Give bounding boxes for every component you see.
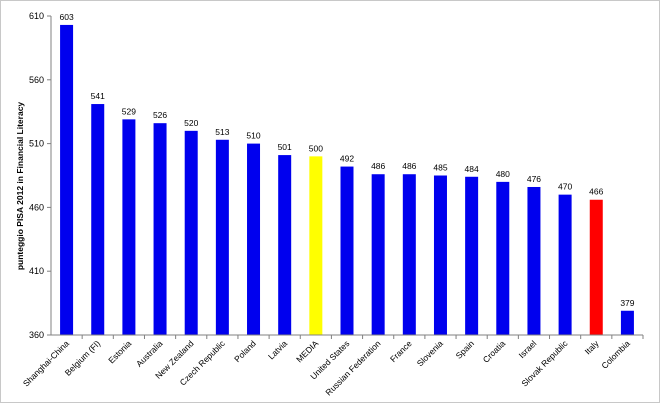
data-label: 510	[246, 131, 260, 141]
data-label: 466	[589, 187, 603, 197]
bar	[433, 175, 447, 335]
category-label: Australia	[134, 338, 165, 369]
bar	[340, 166, 354, 335]
data-label: 470	[558, 182, 572, 192]
category-label: Israel	[517, 338, 539, 360]
bar	[60, 24, 74, 335]
y-tick-label: 360	[29, 330, 44, 340]
data-label: 476	[527, 174, 541, 184]
bar	[278, 155, 292, 335]
y-tick-label: 460	[29, 202, 44, 212]
bar	[496, 181, 510, 335]
bar	[91, 104, 105, 335]
data-label: 526	[153, 110, 167, 120]
y-tick-label: 510	[29, 139, 44, 149]
data-labels: 603 541 529 526 520 513 510 501 500 492 486 486 485 4…	[59, 12, 634, 308]
y-axis-title: punteggio PISA 2012 in Financial Literac…	[15, 102, 25, 271]
category-label: Colombia	[599, 338, 632, 371]
data-label: 492	[340, 154, 354, 164]
data-label: 379	[620, 298, 634, 308]
category-label: France	[388, 338, 414, 364]
data-label: 480	[496, 169, 510, 179]
category-label: Italy	[583, 338, 602, 357]
data-label: 484	[465, 164, 479, 174]
y-tick-label: 560	[29, 75, 44, 85]
bar	[309, 156, 323, 335]
bars	[60, 24, 634, 336]
y-axis: 360 410 460 510 560 610	[29, 11, 52, 340]
data-label: 603	[59, 12, 73, 22]
category-label: MEDIA	[294, 338, 320, 364]
bar	[558, 194, 572, 335]
bar	[184, 130, 198, 335]
y-tick-label: 410	[29, 266, 44, 276]
bar	[371, 174, 385, 335]
bar	[153, 123, 167, 336]
y-tick-label: 610	[29, 11, 44, 21]
bar	[527, 186, 541, 335]
category-label: Slovenia	[415, 338, 445, 368]
bar	[122, 119, 136, 335]
category-label: Poland	[232, 338, 258, 364]
data-label: 486	[371, 161, 385, 171]
bar	[620, 310, 634, 335]
data-label: 486	[402, 161, 416, 171]
category-label: Spain	[454, 338, 477, 361]
data-label: 485	[433, 163, 447, 173]
bar	[402, 174, 416, 335]
category-label: Shanghai-China	[21, 338, 71, 388]
bar	[589, 199, 603, 335]
category-label: Russian Federation	[323, 338, 382, 397]
bar	[247, 143, 261, 335]
data-label: 513	[215, 127, 229, 137]
category-label: Estonia	[106, 338, 133, 365]
category-label: Croatia	[481, 338, 508, 365]
category-label: Latvia	[266, 338, 289, 361]
bar	[465, 176, 479, 335]
data-label: 500	[309, 143, 323, 153]
data-label: 501	[278, 142, 292, 152]
data-label: 541	[91, 91, 105, 101]
data-label: 529	[122, 106, 136, 116]
bar	[215, 139, 229, 335]
data-label: 520	[184, 118, 198, 128]
